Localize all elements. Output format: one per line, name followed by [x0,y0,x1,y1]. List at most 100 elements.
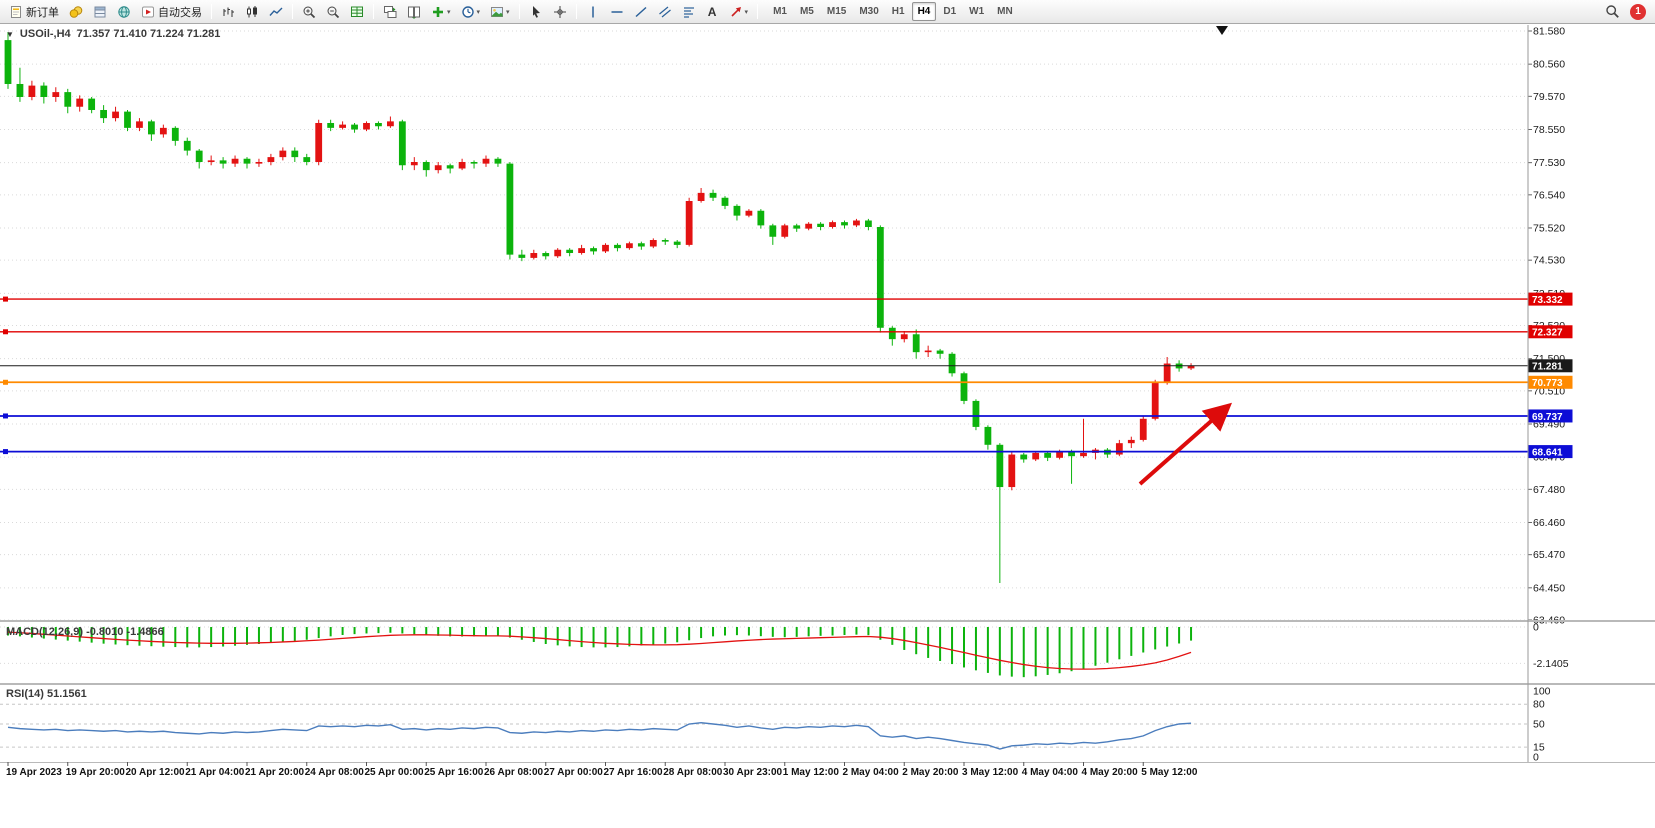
trend-arrow-annotation[interactable] [1138,402,1232,486]
candle-body [327,122,335,128]
zoom-out-button[interactable] [322,2,344,22]
line-handle[interactable] [3,379,8,385]
candle-body [446,165,454,169]
candle-body [171,127,179,141]
candle-body [996,444,1004,488]
candle-body [626,243,633,249]
candle-body [1187,365,1195,369]
templates-button[interactable]: ▾ [486,2,514,22]
text-tool-button[interactable]: A [702,2,723,22]
candle-body [829,222,836,228]
timeframe-button-m30[interactable]: M30 [859,6,879,17]
fibonacci-tool-button[interactable] [678,2,700,22]
cursor-button[interactable] [525,2,547,22]
candle-body [757,210,765,226]
candle-body [912,334,920,353]
time-tick-label: 19 Apr 2023 [6,767,62,778]
candle-body [363,122,370,130]
candle-body [518,254,526,258]
candle-body [936,350,944,354]
timeframe-button-h4[interactable]: H4 [911,2,937,21]
market-watch-button[interactable] [65,2,87,22]
chart-menu-icon[interactable]: ▼ [6,29,14,39]
candle-body [136,121,143,128]
candle-body [112,111,119,119]
zoom-in-button[interactable] [298,2,320,22]
dropdown-caret-icon[interactable]: ▾ [744,8,749,16]
line-handle[interactable] [3,449,8,455]
trendline-tool-button[interactable] [630,2,652,22]
periods-button[interactable]: ▾ [457,2,485,22]
dropdown-caret-icon[interactable]: ▾ [447,8,451,16]
price-tick-label: 80.560 [1533,59,1565,71]
price-line-badge [1528,325,1573,339]
arrow-tool-icon [730,6,741,17]
price-line-badge [1528,375,1573,389]
cascade-windows-icon [408,6,420,19]
rsi-tick-label: 100 [1533,686,1551,698]
candle-body [1008,454,1016,488]
horizontal-line-tool-button[interactable] [606,2,628,22]
timeframe-button-h1[interactable]: H1 [891,6,905,17]
candle-body [685,201,693,245]
data-window-button[interactable] [89,2,111,22]
candle-body [948,353,956,374]
line-chart-button[interactable] [265,2,287,22]
price-tick-label: 67.480 [1533,484,1565,496]
line-chart-icon [269,7,283,16]
candle-body [530,253,538,258]
line-handle[interactable] [3,296,8,302]
toolbar-separator [211,4,212,19]
line-handle[interactable] [3,329,8,335]
dropdown-caret-icon[interactable]: ▾ [476,8,481,16]
zoom-in-icon [303,6,316,18]
navigator-button[interactable] [113,2,135,22]
dropdown-caret-icon[interactable]: ▾ [506,8,510,16]
timeframe-button-w1[interactable]: W1 [969,6,985,17]
candle-body [1044,452,1052,458]
price-line-badge-label: 73.332 [1532,295,1563,306]
time-tick-label: 26 Apr 08:00 [484,767,544,778]
search-button[interactable] [1601,2,1624,22]
vertical-line-tool-button[interactable] [582,2,604,22]
time-tick-label: 4 May 20:00 [1082,767,1139,778]
candle-body [100,109,107,119]
channel-icon [658,6,671,17]
timeframe-button-m5[interactable]: M5 [799,6,814,17]
auto-trading-label: 自动交易 [158,6,202,19]
chart-symbol-label: USOil-,H4 [19,28,71,40]
candle-body [315,122,323,162]
candle-body [470,161,478,164]
toolbar-separator [518,4,520,19]
crosshair-button[interactable] [549,2,571,22]
candlestick-chart-button[interactable] [241,2,263,22]
candle-body [52,92,60,97]
new-order-button[interactable]: 新订单 [5,2,63,22]
timeframe-button-m15[interactable]: M15 [826,6,847,17]
time-tick-label: 4 May 04:00 [1022,767,1079,778]
line-handle[interactable] [3,413,8,419]
arrange-windows-button[interactable] [379,2,401,22]
candle-body [865,220,872,228]
notification-badge[interactable]: 1 [1630,3,1646,20]
timeframe-button-d1[interactable]: D1 [943,6,957,17]
candle-body [769,225,777,237]
arrows-tool-button[interactable]: ▾ [725,2,753,22]
cascade-windows-button[interactable] [403,2,425,22]
add-indicator-button[interactable]: ▾ [427,2,455,22]
cursor-icon [532,5,540,18]
price-tick-label: 64.450 [1533,582,1565,594]
bar-chart-button[interactable] [217,2,239,22]
timeframe-button-group: M1 M5 M15 M30 H1 H4 D1 W1 MN [767,2,1019,21]
timeframe-button-mn[interactable]: MN [997,6,1013,17]
candle-body [243,158,251,164]
price-tick-label: 78.550 [1533,124,1565,136]
candle-body [183,140,191,151]
tile-windows-button[interactable] [346,2,368,22]
timeframe-button-m1[interactable]: M1 [773,6,787,17]
channel-tool-button[interactable] [654,2,676,22]
auto-trading-button[interactable]: 自动交易 [137,2,206,22]
new-order-label: 新订单 [26,6,59,19]
